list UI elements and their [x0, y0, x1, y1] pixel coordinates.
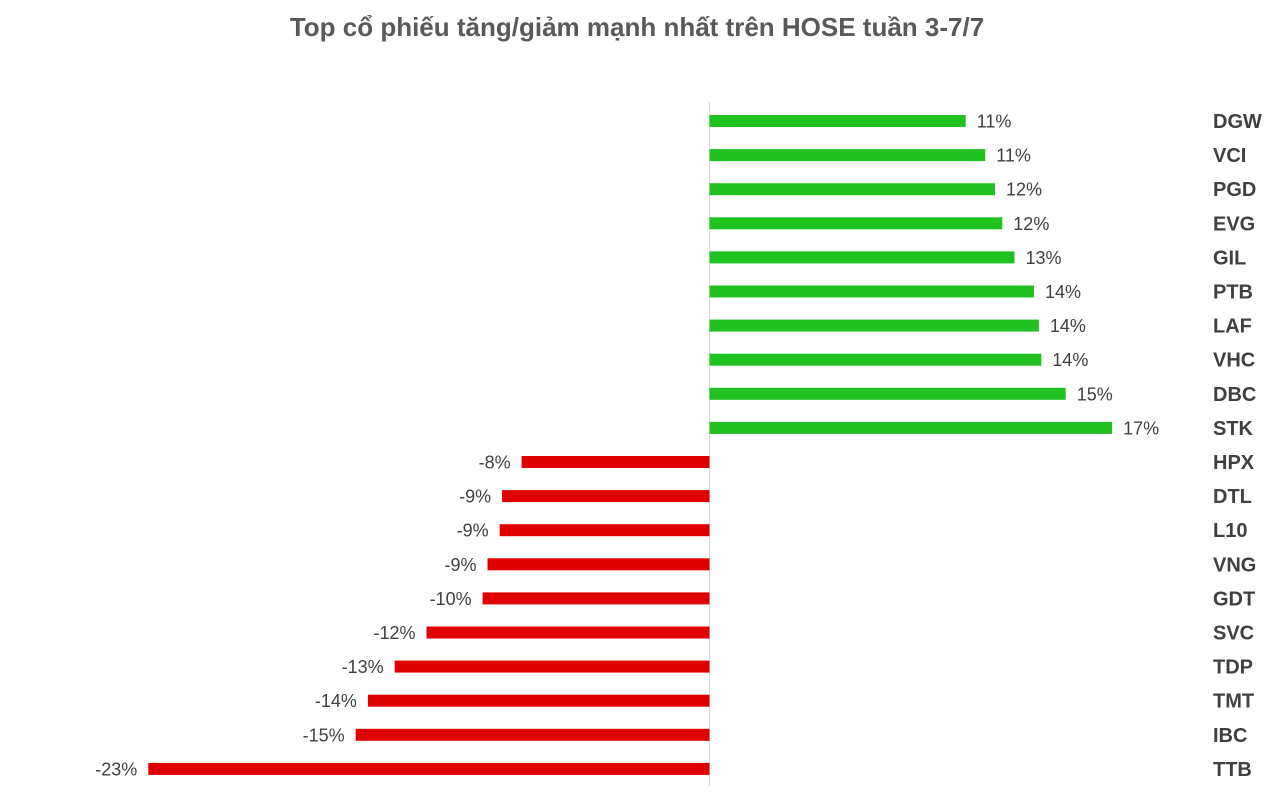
bar-ttb — [148, 762, 710, 775]
data-label-ttb: -23% — [95, 759, 137, 779]
bar-laf — [709, 319, 1039, 332]
category-labels-group: DGW VCI PGD EVG GIL PTB LAF VHC DBC STK HPX DTL L10 V… — [1213, 111, 1262, 781]
bar-ibc — [355, 728, 710, 741]
bar-l10 — [499, 524, 710, 537]
bar-gil — [709, 251, 1015, 264]
category-label-pgd: PGD — [1213, 179, 1256, 201]
chart-title: Top cổ phiếu tăng/giảm mạnh nhất trên HO… — [289, 12, 985, 42]
category-label-gdt: GDT — [1213, 588, 1255, 610]
category-label-tdp: TDP — [1213, 657, 1253, 679]
data-label-gdt: -10% — [430, 589, 472, 609]
bar-vci — [709, 149, 986, 162]
category-label-svc: SVC — [1213, 623, 1254, 645]
data-label-hpx: -8% — [479, 453, 511, 473]
category-label-vhc: VHC — [1213, 350, 1255, 372]
bar-vng — [487, 558, 710, 571]
data-label-vhc: 14% — [1052, 350, 1088, 370]
bar-dgw — [709, 115, 966, 127]
data-label-tdp: -13% — [342, 657, 384, 677]
category-label-hpx: HPX — [1213, 452, 1255, 474]
data-label-dbc: 15% — [1077, 384, 1113, 404]
category-label-dbc: DBC — [1213, 384, 1256, 406]
data-label-dtl: -9% — [459, 487, 491, 507]
bar-svc — [426, 626, 710, 639]
category-label-stk: STK — [1213, 418, 1254, 440]
bar-evg — [709, 217, 1003, 230]
value-labels-group: 11% 11% 12% 12% 13% 14% 14% 14% 15% 17% -8% -9% -9% -… — [95, 112, 1159, 780]
category-label-l10: L10 — [1213, 520, 1247, 542]
category-label-dgw: DGW — [1213, 111, 1262, 133]
category-label-ptb: PTB — [1213, 282, 1253, 304]
data-label-evg: 12% — [1013, 214, 1049, 234]
bars-group — [148, 115, 1113, 775]
data-label-vng: -9% — [444, 555, 476, 575]
data-label-ptb: 14% — [1045, 282, 1081, 302]
bar-tdp — [394, 660, 710, 673]
bar-dbc — [709, 387, 1066, 400]
data-label-tmt: -14% — [315, 691, 357, 711]
category-label-vci: VCI — [1213, 145, 1246, 167]
data-label-ibc: -15% — [303, 725, 345, 745]
category-label-laf: LAF — [1213, 316, 1252, 338]
category-label-tmt: TMT — [1213, 691, 1254, 713]
data-label-l10: -9% — [457, 521, 489, 541]
bar-hpx — [521, 456, 710, 468]
data-label-pgd: 12% — [1006, 180, 1042, 200]
category-label-gil: GIL — [1213, 247, 1246, 269]
category-label-ttb: TTB — [1213, 759, 1252, 781]
bar-ptb — [709, 285, 1034, 298]
bar-vhc — [709, 353, 1042, 366]
data-label-dgw: 11% — [977, 112, 1012, 132]
data-label-svc: -12% — [373, 623, 415, 643]
category-label-evg: EVG — [1213, 213, 1255, 235]
data-label-laf: 14% — [1050, 316, 1086, 336]
bar-dtl — [502, 490, 710, 503]
bar-tmt — [367, 694, 710, 707]
bar-pgd — [709, 183, 995, 196]
data-label-vci: 11% — [996, 146, 1031, 166]
bar-stk — [709, 421, 1113, 434]
category-label-vng: VNG — [1213, 554, 1256, 576]
bar-gdt — [482, 592, 710, 605]
category-label-dtl: DTL — [1213, 486, 1252, 508]
category-label-ibc: IBC — [1213, 725, 1247, 747]
data-label-stk: 17% — [1123, 418, 1159, 438]
data-label-gil: 13% — [1026, 248, 1062, 268]
